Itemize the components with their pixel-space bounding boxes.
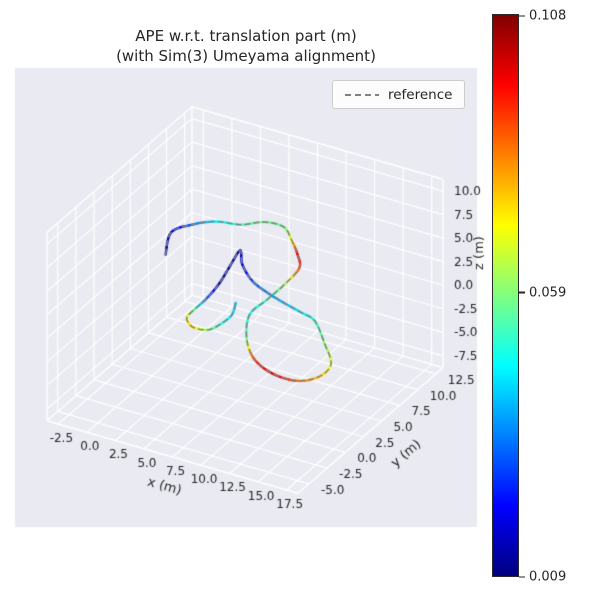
colorbar: 0.108 0.059 0.009 — [492, 9, 566, 585]
legend-label: reference — [388, 86, 453, 103]
colorbar-tickmark-icon — [519, 15, 525, 17]
colorbar-tickmark-icon — [519, 576, 525, 578]
colorbar-tick-label: 0.059 — [529, 285, 567, 301]
colorbar-tick-max: 0.108 — [519, 9, 566, 24]
reference-dashed-line-icon — [345, 93, 379, 96]
colorbar-gradient — [492, 14, 519, 577]
legend-box: reference — [332, 80, 466, 109]
colorbar-tick-label: 0.108 — [529, 8, 567, 24]
colorbar-tick-label: 0.009 — [529, 569, 567, 585]
colorbar-tickmark-icon — [519, 291, 525, 294]
colorbar-tick-min: 0.009 — [519, 570, 566, 585]
colorbar-tick-mid: 0.059 — [519, 285, 566, 300]
